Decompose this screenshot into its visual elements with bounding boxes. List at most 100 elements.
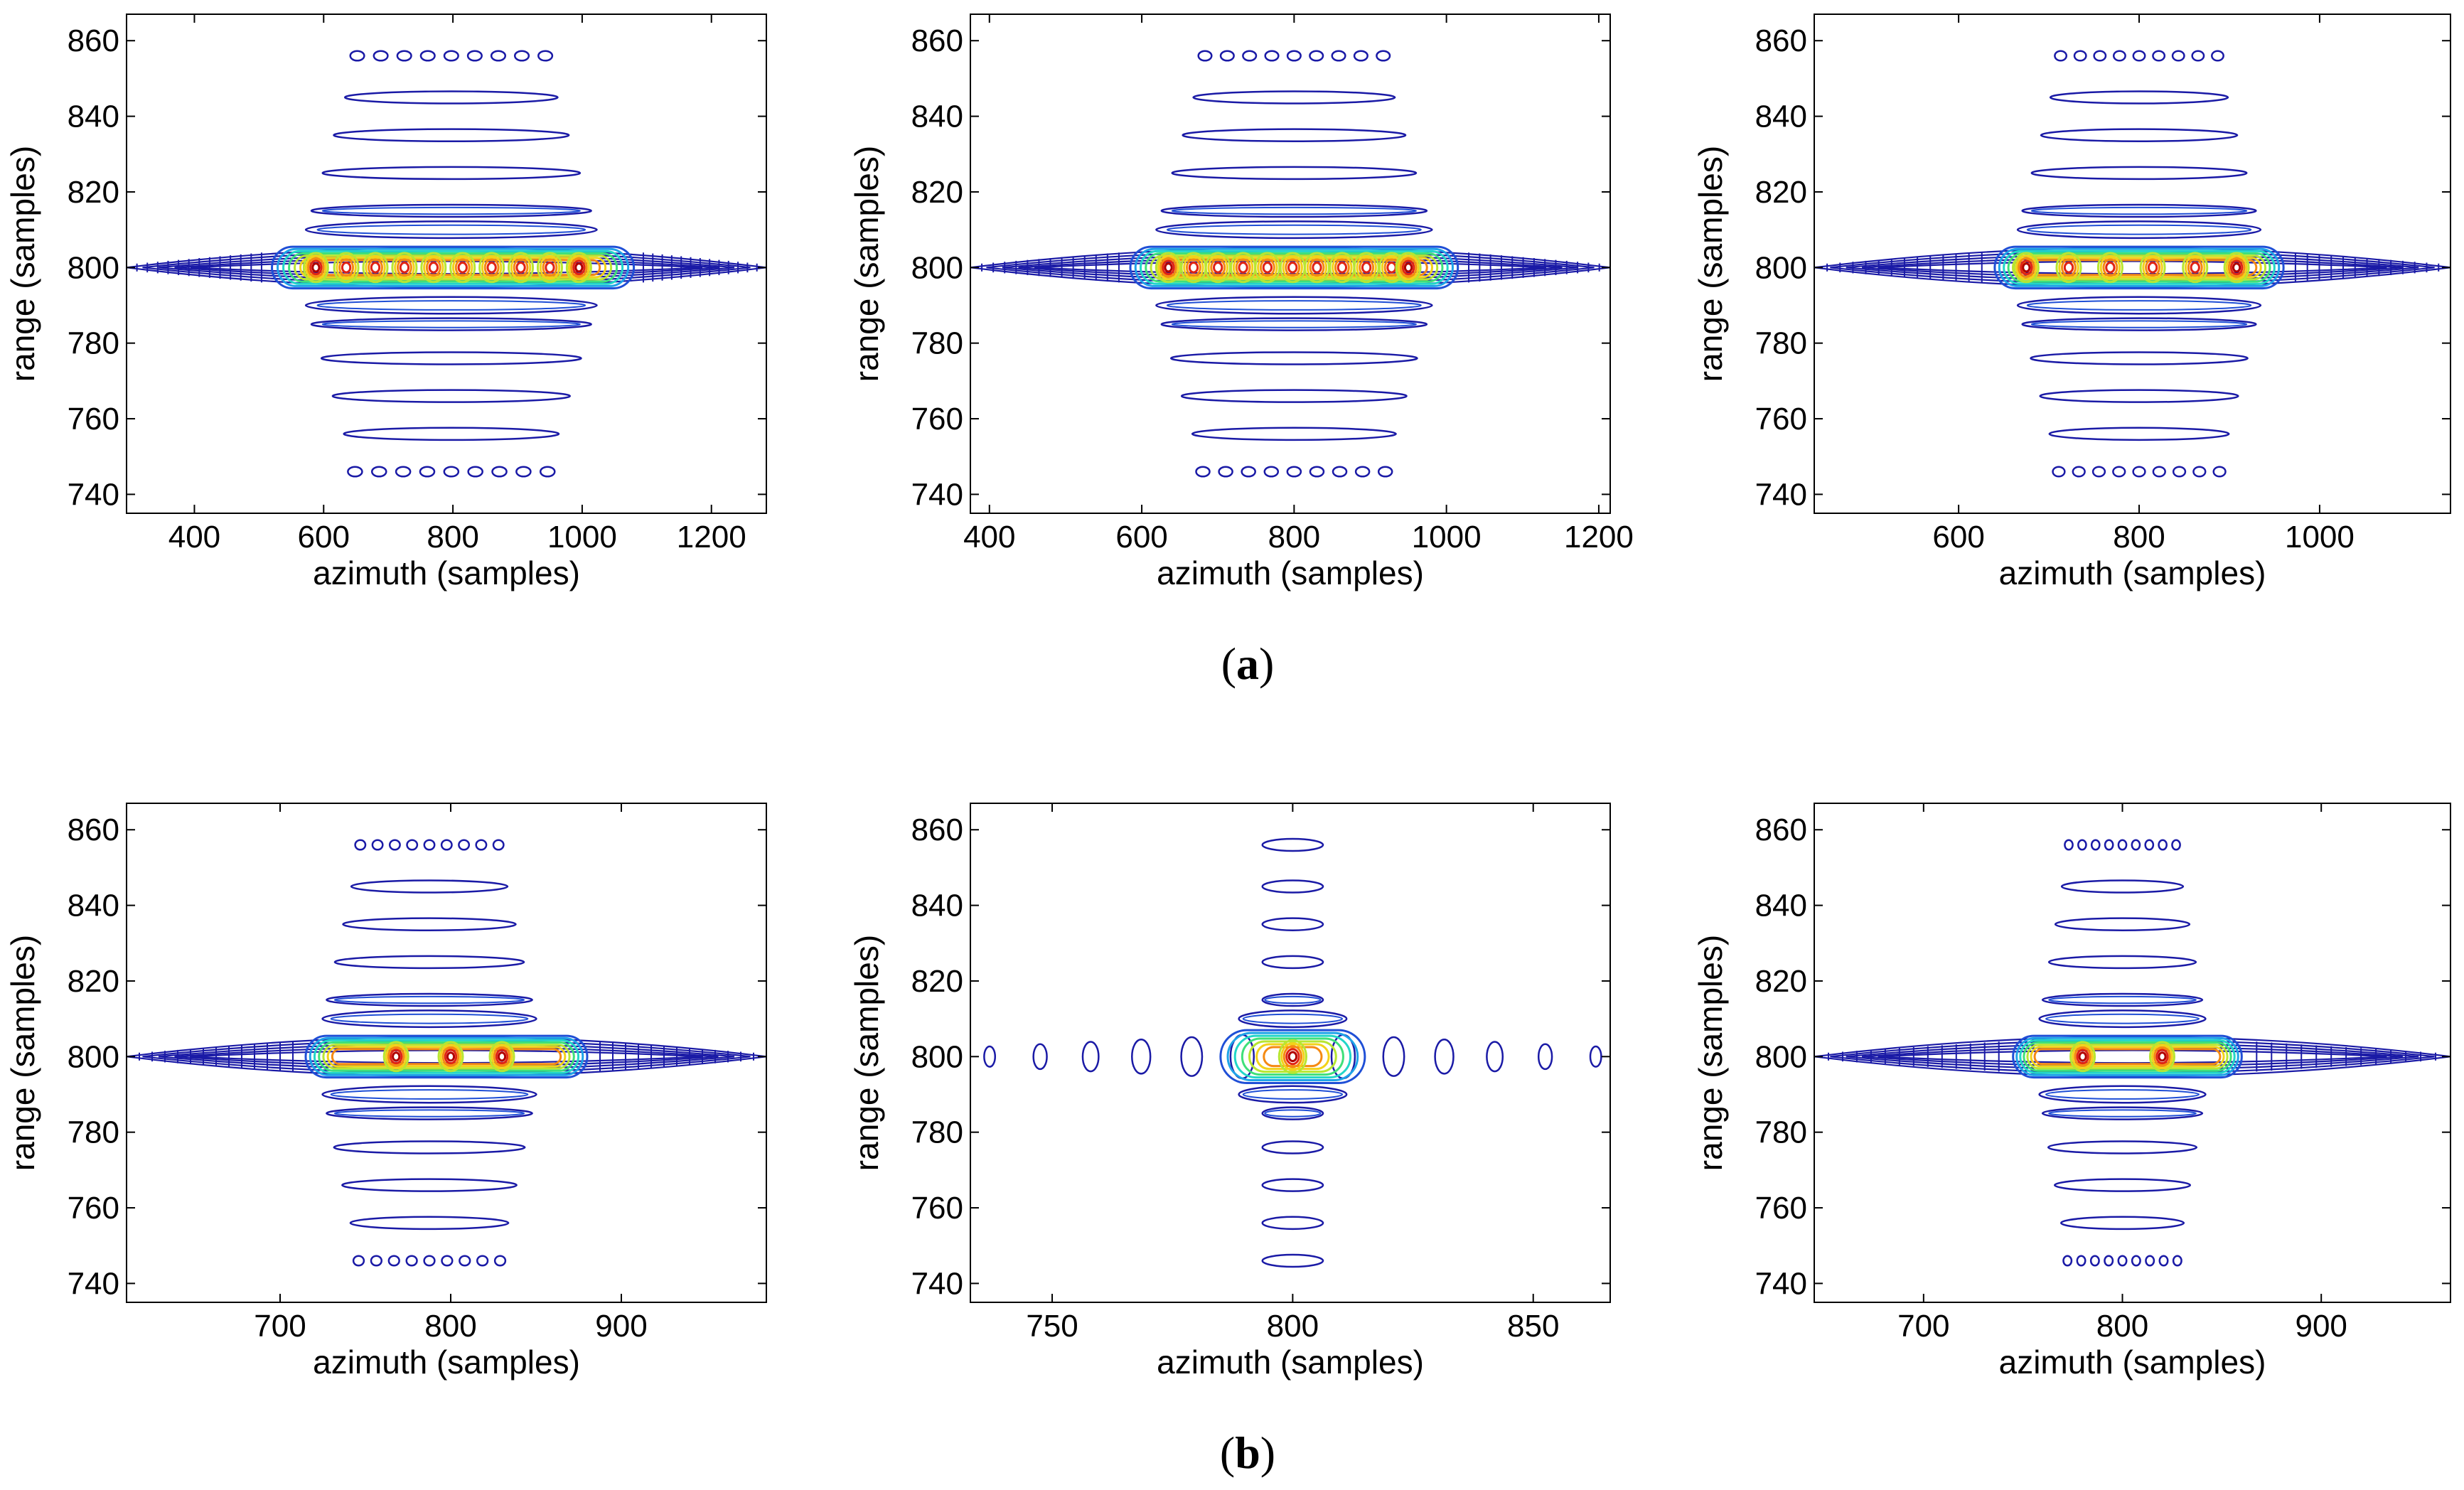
sidelobe-row-inner: [316, 224, 586, 235]
plot-area: [970, 50, 1610, 478]
sidelobe-row: [320, 351, 582, 365]
sidelobe-blob: [2090, 839, 2101, 851]
mainlobe-contour: [2023, 1041, 2232, 1072]
x-tick-label: 800: [1267, 1309, 1319, 1344]
sidelobe-blob: [354, 839, 367, 851]
y-tick-label: 800: [1755, 1039, 1807, 1074]
mainlobe-contour: [1219, 1029, 1366, 1085]
sidelobe-blob: [2112, 466, 2126, 478]
peak-contour: [2155, 1049, 2169, 1065]
peak-contour: [1207, 254, 1228, 280]
contour-plot-4: 700 800 900 740 760 780 800 820 840 860 azimuth (s…: [4, 803, 767, 1381]
azimuth-sidelobe: [1537, 1043, 1553, 1071]
sidelobe-row: [321, 1085, 537, 1104]
peak-contour: [389, 1049, 403, 1065]
peak-contour: [2158, 1051, 2167, 1062]
peak-contour: [486, 262, 497, 274]
sidelobe-blob: [2054, 50, 2068, 62]
sidelobe-blob: [475, 839, 488, 851]
peak-contour: [1399, 257, 1418, 278]
y-tick-label: 820: [1755, 964, 1807, 999]
y-tick-label: 760: [1755, 402, 1807, 436]
peak-contour: [481, 254, 503, 280]
peak-contour: [1159, 257, 1177, 278]
peak-contour: [441, 1046, 460, 1067]
sidelobe-row: [1261, 1216, 1324, 1231]
sidelobe-row: [341, 1178, 518, 1192]
sidelobe-blob: [2089, 1255, 2100, 1267]
peak-contour: [362, 252, 389, 284]
panel-label-a: (a): [1221, 638, 1275, 689]
y-tick-label: 740: [1755, 1266, 1807, 1301]
sidelobe-row: [342, 917, 517, 931]
sidelobe-blob: [2117, 839, 2128, 851]
peak-contour: [488, 1041, 515, 1073]
peak-contour: [1401, 259, 1415, 276]
peak-contour: [1287, 262, 1298, 274]
x-tick-label: 900: [2295, 1309, 2347, 1344]
peak-contour: [302, 252, 329, 284]
y-tick-label: 860: [911, 23, 963, 58]
azimuth-sidelobe: [1486, 1041, 1504, 1073]
peak-contour: [1277, 1039, 1308, 1074]
sidelobe-blob: [2117, 1255, 2128, 1267]
peak-contour: [1285, 1048, 1300, 1066]
peak-contour: [2058, 254, 2079, 280]
plot-area: [127, 50, 766, 478]
sidelobe-blob: [476, 1255, 489, 1267]
sidelobe-blob: [2144, 839, 2155, 851]
peak-contour: [2102, 258, 2118, 277]
sidelobe-blob: [1354, 466, 1371, 478]
sidelobe-blob: [2191, 50, 2205, 62]
peak-contour: [1361, 262, 1372, 274]
sidelobe-blob: [440, 839, 453, 851]
sidelobe-blob: [1377, 466, 1393, 478]
x-axis-title: azimuth (samples): [1999, 1344, 2266, 1381]
sidelobe-blob: [2171, 50, 2185, 62]
peak-contour: [420, 252, 447, 284]
y-tick-label: 760: [68, 402, 119, 436]
sidelobe-row-inner: [2045, 1089, 2200, 1100]
peak-contour: [2063, 262, 2074, 274]
sidelobe-row: [2039, 389, 2239, 403]
azimuth-sidelobe: [1589, 1045, 1602, 1068]
peak-contour: [2099, 254, 2121, 280]
mainlobe-contour: [288, 252, 618, 283]
sidelobe-row: [326, 992, 533, 1007]
sidelobe-row: [349, 1216, 510, 1231]
sidelobe-blob: [1332, 466, 1348, 478]
mainlobe-contour: [309, 1036, 584, 1076]
sidelobe-row-inner: [1264, 1109, 1322, 1118]
peak-contour: [311, 262, 321, 273]
mainlobe-contour: [2019, 1039, 2236, 1074]
peak-contour: [2022, 262, 2031, 273]
sidelobe-row: [304, 220, 598, 240]
y-tick-label: 780: [911, 1115, 963, 1150]
y-tick-label: 840: [1755, 100, 1807, 134]
mainlobe-contour: [1139, 250, 1449, 285]
sidelobe-blob: [370, 466, 387, 478]
y-tick-label: 780: [1755, 1115, 1807, 1150]
sidelobe-row: [1155, 296, 1433, 315]
sidelobe-row: [1261, 1253, 1324, 1268]
sidelobe-row: [1238, 1085, 1348, 1104]
peak-contour: [572, 259, 586, 276]
azimuth-sidelobe: [1180, 1036, 1204, 1077]
sidelobe-blob: [388, 839, 401, 851]
mainlobe-contour: [2030, 1046, 2225, 1068]
sidelobe-row-inner: [1242, 1089, 1344, 1100]
mainlobe-contour: [304, 1034, 589, 1079]
mainlobe-contour: [2026, 1044, 2229, 1070]
peak-contour: [565, 252, 592, 284]
sidelobe-blob: [491, 466, 508, 478]
peak-contour: [2061, 258, 2077, 277]
panel-label-b: (b): [1220, 1427, 1275, 1478]
y-tick-label: 760: [911, 402, 963, 436]
mainlobe-contour: [1233, 1034, 1352, 1079]
x-axis-title: azimuth (samples): [1157, 554, 1424, 591]
azimuth-tail: [1878, 1049, 2387, 1064]
sidelobe-row: [2016, 296, 2262, 315]
contour-plot-5: 750 800 850 740 760 780 800 820 840 860 azimuth (s…: [848, 803, 1611, 1381]
peak-contour: [1257, 254, 1278, 280]
